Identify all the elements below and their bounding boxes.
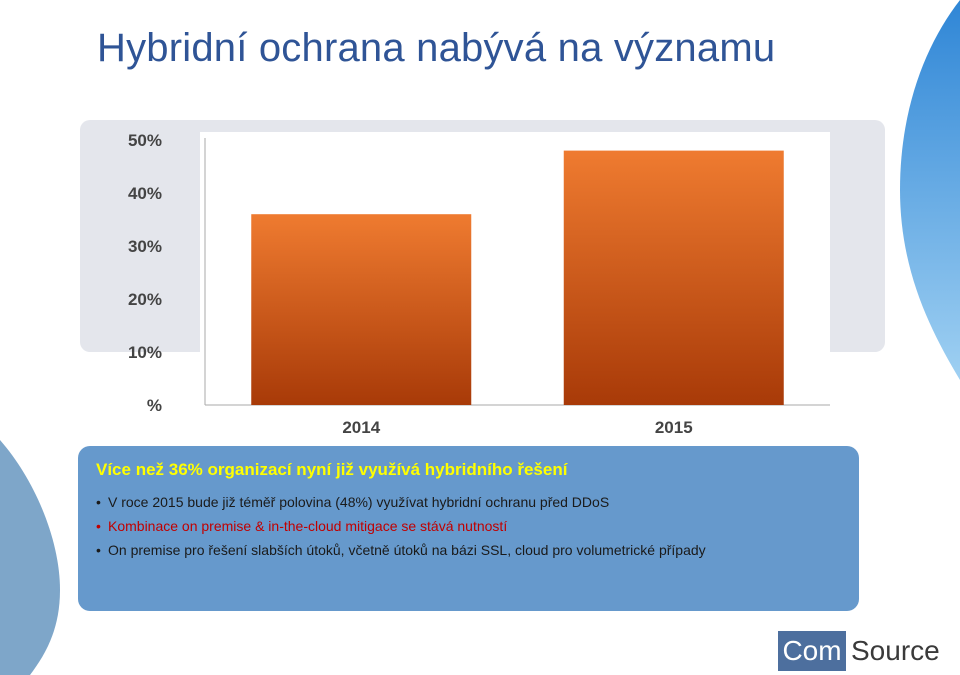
bar-2015 — [563, 150, 784, 405]
bullet-item-0: • V roce 2015 bude již téměř polovina (48… — [96, 490, 841, 514]
y-tick-label: % — [147, 396, 162, 415]
x-tick-label: 2014 — [342, 418, 380, 437]
bullet-text: On premise pro řešení slabších útoků, vč… — [108, 542, 706, 558]
corner-decoration-top-right — [900, 0, 960, 380]
x-tick-label: 2015 — [655, 418, 693, 437]
logo-source-part: Source — [851, 635, 940, 666]
logo-com-part: Com — [778, 631, 846, 671]
bullet-text: V roce 2015 bude již téměř polovina (48%… — [108, 494, 610, 510]
y-tick-label: 30% — [128, 237, 162, 256]
corner-decoration-bottom-left — [0, 440, 60, 675]
y-tick-label: 20% — [128, 290, 162, 309]
page-title: Hybridní ochrana nabývá na významu — [97, 26, 776, 70]
bullet-item-1: • Kombinace on premise & in-the-cloud mit… — [96, 514, 841, 538]
info-heading: Více než 36% organizací nyní již využívá… — [96, 460, 568, 479]
y-tick-label: 50% — [128, 131, 162, 150]
bullet-icon: • — [96, 542, 101, 558]
bar-chart: % 10% 20% 30% 40% 50% 2014 2015 — [128, 131, 830, 437]
y-tick-label: 40% — [128, 184, 162, 203]
bullet-icon: • — [96, 494, 101, 510]
bar-2014 — [251, 214, 472, 405]
bullet-icon: • — [96, 518, 101, 534]
bullet-text: Kombinace on premise & in-the-cloud miti… — [108, 518, 508, 534]
bullet-item-2: • On premise pro řešení slabších útoků, v… — [96, 538, 841, 562]
y-tick-label: 10% — [128, 343, 162, 362]
info-panel: Více než 36% organizací nyní již využívá… — [78, 446, 859, 611]
